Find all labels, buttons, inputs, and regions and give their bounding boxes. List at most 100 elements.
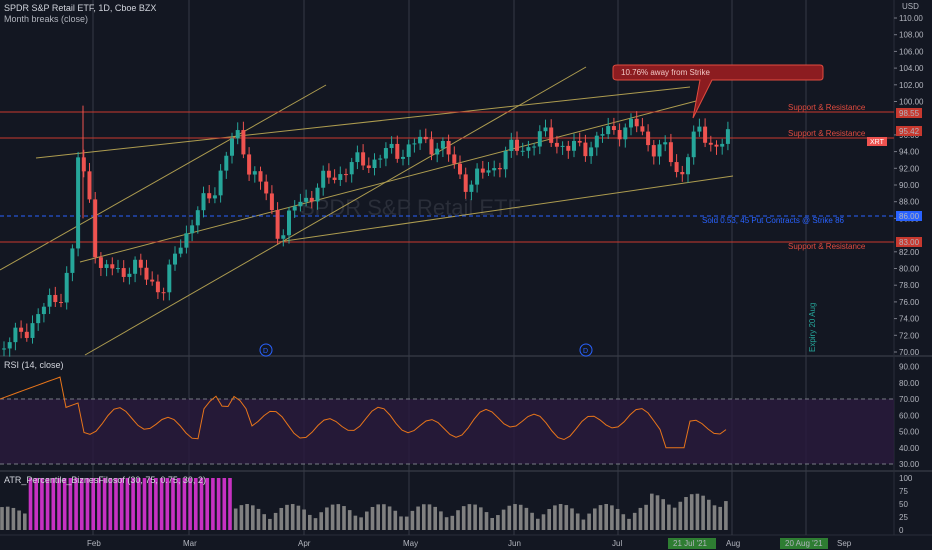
atr-bar [165,478,170,530]
atr-bar [439,511,443,530]
price-tick-label: 82.00 [899,248,920,257]
candle-body [19,327,24,332]
svg-text:D: D [583,348,588,355]
sr-label-upper: Support & Resistance [788,103,866,112]
candle-body [686,157,690,175]
atr-bar [536,518,540,530]
trend-lines[interactable] [0,66,734,356]
atr-bar [148,478,152,530]
candle-body [577,140,582,143]
atr-bar [347,510,352,530]
atr-bar [570,508,574,530]
candlestick-series[interactable] [2,105,730,357]
price-tag-lower-sr: 83.00 [896,237,922,247]
candle-body [440,140,445,149]
candle-body [549,127,554,143]
price-tick-label: 94.00 [899,148,920,157]
candle-body [87,171,92,200]
candle-body [526,147,531,151]
callout-box[interactable]: 10.76% away from Strike [612,64,824,119]
price-tick-label: 106.00 [899,47,924,56]
svg-text:98.55: 98.55 [899,109,920,118]
atr-bar [336,504,341,530]
atr-bar [188,478,192,530]
rsi-tick-label: 30.00 [899,460,920,469]
price-tag-strike: 86.00 [896,211,922,221]
atr-bar [655,495,660,530]
candle-body [230,138,234,156]
candle-body [543,127,548,132]
candle-body [572,140,576,151]
rsi-axis[interactable]: 90.00 80.00 70.00 60.00 50.00 40.00 30.00 [899,363,920,470]
strike-label: Sold 0.53, 45 Put Contracts @ Strike 86 [702,216,845,225]
atr-bar [353,515,358,530]
candle-body [589,147,594,157]
atr-bar [137,478,141,530]
candle-body [195,210,200,226]
steep-channel-upper [0,84,327,271]
dividend-marker[interactable]: D [259,343,273,357]
atr-bar [262,514,266,530]
candle-body [497,168,502,170]
atr-bar [108,478,113,530]
atr-bar [91,478,95,530]
indicator-title[interactable]: Month breaks (close) [4,14,89,24]
svg-text:20 Aug '21: 20 Aug '21 [785,539,823,548]
candle-body [144,267,149,280]
atr-bar [496,515,500,530]
rsi-line[interactable] [0,376,727,449]
candle-body [104,264,109,268]
upper-channel-line [35,86,691,159]
atr-bar [456,510,460,530]
sr-label-lower: Support & Resistance [788,242,866,251]
candle-body [292,206,297,211]
expiry-label: Expiry 20 Aug [808,303,817,352]
atr-tick-label: 25 [899,513,908,522]
candle-body [657,144,662,157]
symbol-title[interactable]: SPDR S&P Retail ETF, 1D, Cboe BZX [4,3,157,13]
atr-title: ATR_Percentile_BiznesFilosof (30, 75, 0.… [4,475,206,485]
atr-tick-label: 75 [899,487,908,496]
support-resistance-lines[interactable] [0,111,894,243]
atr-bar [45,478,50,530]
candle-body [36,314,41,324]
atr-tick-label: 50 [899,500,908,509]
atr-bar [28,478,33,530]
candle-body [532,146,537,148]
time-axis[interactable]: Feb Mar Apr May Jun Jul Aug Sep [87,539,852,548]
atr-bar [718,506,722,530]
dividend-marker[interactable]: D [579,343,593,357]
atr-histogram[interactable] [0,478,728,530]
price-tick-label: 74.00 [899,315,920,324]
candle-body [458,163,462,175]
atr-bar [490,517,494,530]
atr-axis[interactable]: 100 75 50 25 0 [899,474,913,535]
candle-body [446,140,451,155]
atr-bar [518,504,523,530]
atr-bar [365,511,369,530]
atr-bar [593,508,597,530]
price-axis[interactable]: 110.00108.00106.00104.00102.00100.0096.0… [894,14,924,357]
svg-text:21 Jul '21: 21 Jul '21 [673,539,708,548]
atr-bar [171,478,175,530]
atr-bar [40,478,44,530]
atr-bar [370,506,375,530]
atr-bar [57,478,61,530]
candle-body [617,130,622,140]
atr-bar [11,507,16,530]
time-tick-label: Aug [726,539,740,548]
candle-body [361,152,366,166]
price-tick-label: 78.00 [899,281,920,290]
candle-body [463,174,468,192]
candle-body [600,134,605,136]
candle-body [98,257,103,268]
steep-channel-lower [84,66,587,356]
atr-bar [632,512,637,530]
mid-channel-line [79,99,701,263]
atr-tick-label: 0 [899,526,904,535]
atr-bar [422,504,426,530]
candle-body [281,235,286,239]
atr-bar [74,478,78,530]
price-tick-label: 108.00 [899,31,924,40]
